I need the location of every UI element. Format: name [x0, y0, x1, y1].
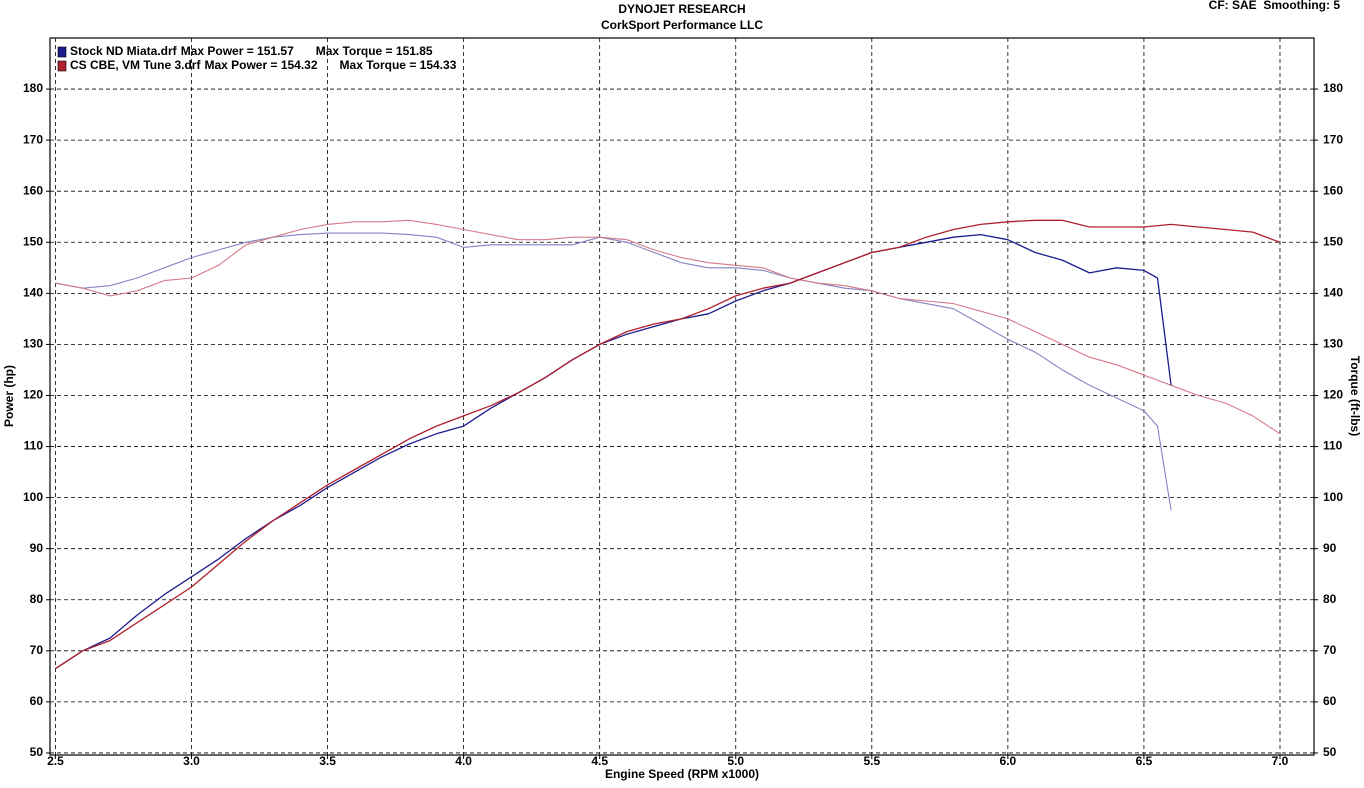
y-tick-label: 90 [30, 541, 44, 555]
legend-max-power: Max Power = 151.57 [181, 44, 294, 58]
x-tick-label: 7.0 [1272, 754, 1289, 768]
legend-name: Stock ND Miata.drf [70, 44, 178, 58]
y2-tick-label: 170 [1323, 132, 1343, 146]
y-tick-label: 170 [23, 132, 43, 146]
x-tick-label: 5.0 [727, 754, 744, 768]
x-tick-label: 6.5 [1136, 754, 1153, 768]
y-tick-label: 120 [23, 388, 43, 402]
y-tick-label: 100 [23, 490, 43, 504]
y2-tick-label: 100 [1323, 490, 1343, 504]
chart-subtitle: CorkSport Performance LLC [601, 18, 763, 32]
y-tick-label: 70 [30, 643, 44, 657]
chart-title: DYNOJET RESEARCH [618, 2, 745, 16]
y-tick-label: 160 [23, 183, 43, 197]
x-tick-label: 2.5 [47, 754, 64, 768]
x-tick-label: 3.5 [319, 754, 336, 768]
y2-tick-label: 70 [1323, 643, 1337, 657]
x-axis-label: Engine Speed (RPM x1000) [605, 767, 759, 781]
y2-tick-label: 80 [1323, 592, 1337, 606]
torque-line [55, 232, 1172, 511]
power-line [55, 219, 1281, 670]
plot-frame [49, 37, 1315, 756]
legend-max-torque: Max Torque = 151.85 [316, 44, 433, 58]
corner-note: CF: SAE Smoothing: 5 [1209, 0, 1341, 12]
x-tick-label: 4.0 [455, 754, 472, 768]
x-tick-label: 4.5 [591, 754, 608, 768]
legend-max-torque: Max Torque = 154.33 [340, 58, 457, 72]
x-tick-label: 3.0 [183, 754, 200, 768]
y2-tick-label: 180 [1323, 81, 1343, 95]
y2-tick-label: 120 [1323, 388, 1343, 402]
legend-swatch [57, 46, 67, 58]
y2-tick-label: 150 [1323, 234, 1343, 248]
legend-max-power: Max Power = 154.32 [204, 58, 317, 72]
y2-tick-label: 130 [1323, 337, 1343, 351]
y-tick-label: 80 [30, 592, 44, 606]
y2-tick-label: 90 [1323, 541, 1337, 555]
y-tick-label: 180 [23, 81, 43, 95]
y-tick-label: 130 [23, 337, 43, 351]
legend-swatch [57, 60, 67, 72]
y-axis-label: Power (hp) [2, 365, 16, 427]
y-tick-label: 50 [30, 745, 44, 759]
y2-tick-label: 60 [1323, 694, 1337, 708]
power-line [55, 233, 1172, 670]
y2-axis-label: Torque (ft-lbs) [1348, 356, 1362, 436]
y-tick-label: 60 [30, 694, 44, 708]
y2-tick-label: 160 [1323, 183, 1343, 197]
y2-tick-label: 140 [1323, 286, 1343, 300]
x-tick-label: 6.0 [1000, 754, 1017, 768]
x-tick-label: 5.5 [863, 754, 880, 768]
y2-tick-label: 110 [1323, 439, 1343, 453]
y-tick-label: 150 [23, 234, 43, 248]
y2-tick-label: 50 [1323, 745, 1337, 759]
y-tick-label: 110 [24, 439, 44, 453]
y-tick-label: 140 [23, 286, 43, 300]
legend-name: CS CBE, VM Tune 3.drf [70, 58, 201, 72]
torque-line [55, 219, 1281, 435]
